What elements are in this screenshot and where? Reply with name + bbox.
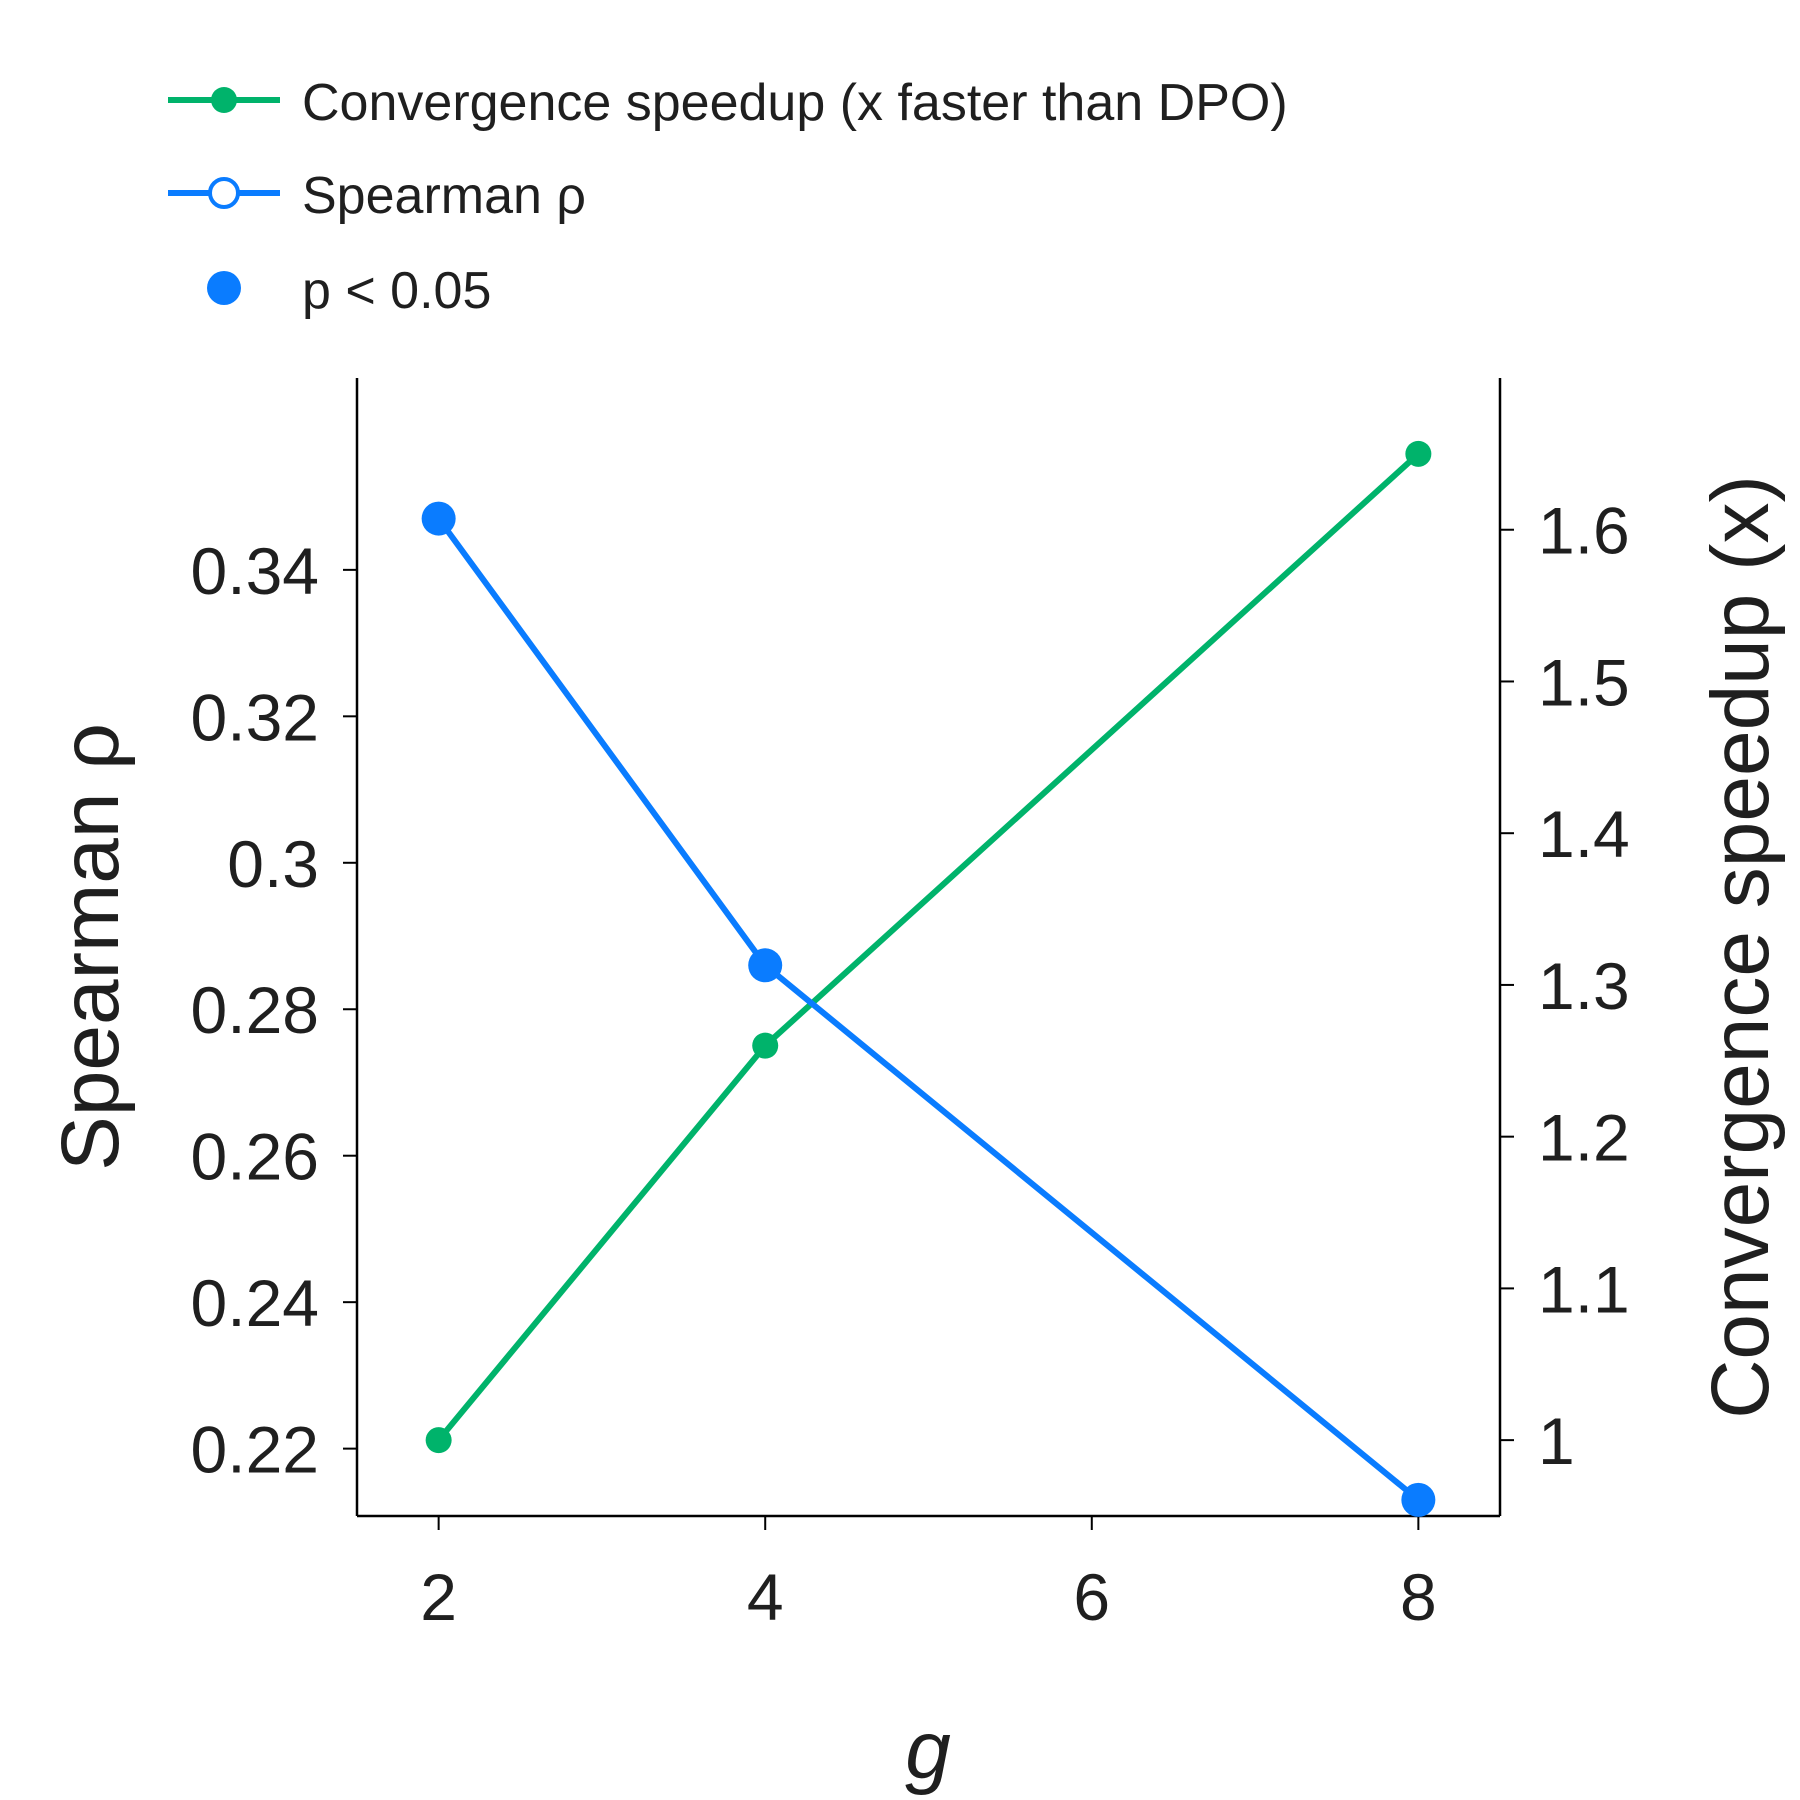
y-ticks-right: 1 1.1 1.2 1.3 1.4 1.5 1.6	[1500, 494, 1630, 1478]
speedup-point	[425, 1427, 452, 1454]
y-left-tick-label: 0.3	[227, 827, 319, 901]
legend-speedup-marker-icon	[211, 87, 237, 113]
legend-spearman-label: Spearman ρ	[302, 167, 586, 225]
y-right-tick-label: 1.5	[1538, 645, 1630, 719]
x-tick-label: 4	[747, 1560, 784, 1634]
series	[421, 440, 1436, 1517]
spearman-point	[748, 948, 783, 983]
legend: Convergence speedup (x faster than DPO) …	[168, 74, 1288, 320]
x-axis-title: g	[905, 1705, 951, 1796]
axes	[355, 378, 1502, 1518]
x-tick-label: 2	[420, 1560, 457, 1634]
spearman-point	[1401, 1482, 1436, 1517]
speedup-point	[1405, 440, 1432, 467]
y-left-tick-label: 0.32	[191, 680, 319, 754]
left-axis-title: Spearman ρ	[45, 723, 136, 1171]
legend-entry-significance: p < 0.05	[207, 262, 491, 320]
y-left-tick-label: 0.28	[191, 973, 319, 1047]
legend-significance-marker-icon	[207, 271, 241, 305]
y-right-tick-label: 1.6	[1538, 494, 1630, 568]
y-left-tick-label: 0.22	[191, 1413, 319, 1487]
spearman-series-line	[435, 515, 1422, 1503]
y-right-tick-label: 1.4	[1538, 797, 1630, 871]
y-right-tick-label: 1.2	[1538, 1101, 1630, 1175]
speedup-series-line	[435, 450, 1422, 1444]
legend-entry-speedup: Convergence speedup (x faster than DPO)	[168, 74, 1288, 132]
x-tick-label: 6	[1073, 1560, 1110, 1634]
legend-speedup-label: Convergence speedup (x faster than DPO)	[302, 74, 1288, 132]
y-left-tick-label: 0.26	[191, 1120, 319, 1194]
y-left-tick-label: 0.24	[191, 1266, 319, 1340]
right-axis-title: Convergence speedup (x)	[1695, 475, 1786, 1419]
x-tick-label: 8	[1400, 1560, 1437, 1634]
spearman-point	[421, 501, 456, 536]
legend-spearman-open-marker-icon	[208, 177, 240, 209]
y-right-tick-label: 1.3	[1538, 949, 1630, 1023]
y-right-tick-label: 1.1	[1538, 1252, 1630, 1326]
y-right-tick-label: 1	[1538, 1404, 1575, 1478]
legend-significance-label: p < 0.05	[302, 262, 491, 320]
legend-entry-spearman: Spearman ρ	[168, 167, 586, 225]
y-ticks-left: 0.22 0.24 0.26 0.28 0.3 0.32 0.34	[191, 534, 357, 1487]
x-ticks: 2 4 6 8	[420, 1516, 1437, 1634]
y-left-tick-label: 0.34	[191, 534, 319, 608]
speedup-point	[752, 1032, 779, 1059]
